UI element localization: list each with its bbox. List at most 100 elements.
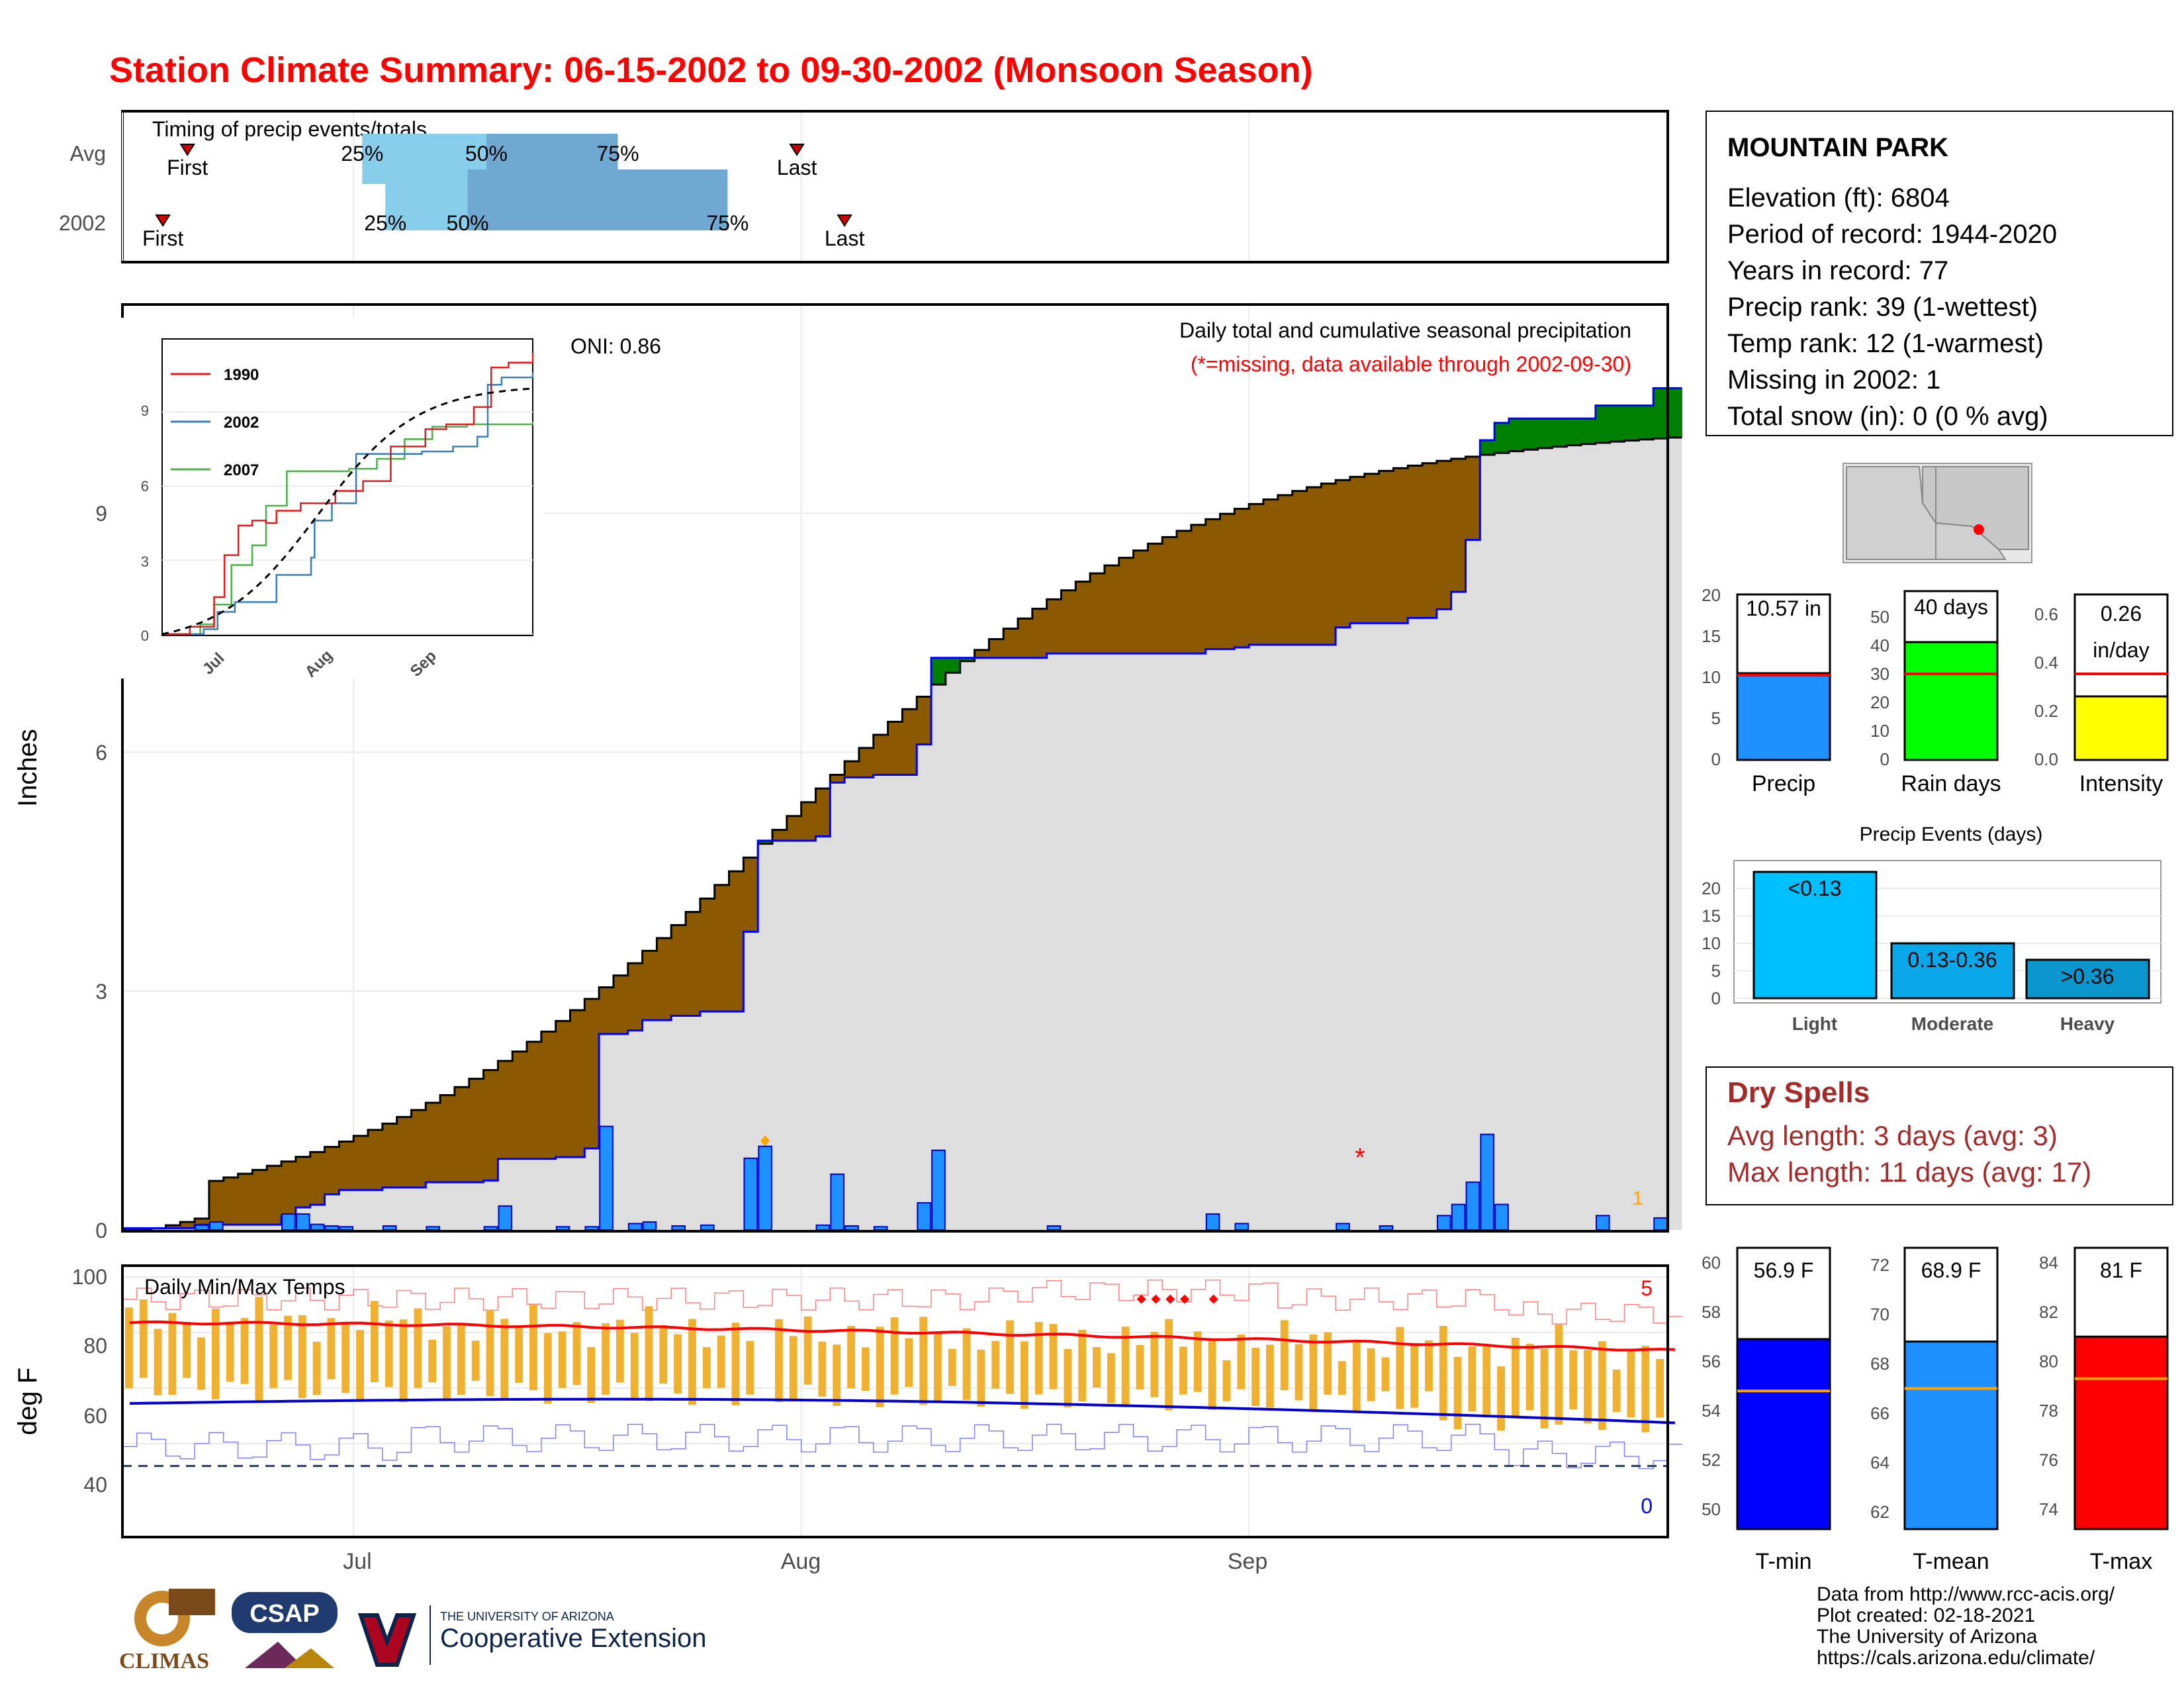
- tmax-ytick: 82: [2039, 1302, 2058, 1322]
- events-bar-label: >0.36: [2061, 964, 2115, 988]
- above-average-area: [1610, 405, 1625, 442]
- x-axis-tick-aug: Aug: [781, 1549, 821, 1574]
- below-average-area: [267, 1166, 282, 1225]
- daily-precip-bar: [195, 1224, 209, 1231]
- below-average-area: [1220, 514, 1235, 649]
- average-max-line: [129, 1320, 1675, 1352]
- below-average-area: [714, 884, 730, 1011]
- below-average-area: [801, 802, 816, 841]
- daily-precip-bar: [1046, 1225, 1062, 1231]
- below-average-area: [512, 1051, 527, 1159]
- daily-precip-bar: [642, 1221, 657, 1231]
- intensity-ytick: 0.4: [2034, 653, 2058, 673]
- daily-temp-range-bar: [1309, 1334, 1318, 1412]
- daily-precip-bar: [426, 1226, 441, 1231]
- daily-temp-range-bar: [529, 1304, 537, 1391]
- station-line: Years in record: 77: [1727, 256, 1948, 285]
- timing-marker-icon: [155, 214, 171, 227]
- events-bar-light: [1752, 870, 1878, 1000]
- daily-temp-range-bar: [255, 1297, 263, 1401]
- timing-percentile-label: 25%: [364, 211, 406, 235]
- intensity-label: Intensity: [2079, 771, 2163, 796]
- below-average-area: [1177, 530, 1192, 654]
- daily-precip-bar: [281, 1213, 296, 1231]
- below-average-area: [1336, 480, 1351, 628]
- daily-precip-bar: [1465, 1181, 1480, 1231]
- daily-temp-range-bar: [1497, 1366, 1505, 1431]
- raindays-ytick: 40: [1870, 635, 1889, 655]
- below-average-area: [1422, 463, 1437, 618]
- above-average-area: [1653, 388, 1668, 439]
- below-average-area: [700, 898, 715, 1011]
- events-bar-label: <0.13: [1788, 876, 1842, 900]
- intensity-ytick: 0.0: [2034, 749, 2058, 769]
- daily-temp-range-bar: [443, 1326, 451, 1401]
- daily-precip-bar: [873, 1226, 888, 1231]
- below-average-area: [195, 1218, 210, 1225]
- below-average-area: [729, 871, 744, 1011]
- below-average-area: [324, 1147, 340, 1195]
- above-average-area: [1480, 440, 1495, 455]
- daily-precip-bar: [209, 1221, 224, 1231]
- timing-last-label: Last: [825, 226, 865, 250]
- below-average-area: [989, 639, 1004, 658]
- timing-percentile-label: 75%: [596, 142, 639, 165]
- daily-precip-bar: [844, 1225, 859, 1231]
- below-average-area: [1306, 487, 1322, 645]
- raindays-value: 40 days: [1914, 595, 1988, 619]
- below-average-area: [1075, 581, 1091, 654]
- tmean-label: T-mean: [1913, 1549, 1989, 1574]
- timing-panel: Timing of precip events/totals Avg 2002 …: [59, 106, 1702, 271]
- university-of-arizona-logo: THE UNIVERSITY OF ARIZONA Cooperative Ex…: [357, 1605, 706, 1667]
- daily-temp-range-bar: [486, 1310, 494, 1397]
- daily-temp-range-bar: [1078, 1329, 1087, 1401]
- above-average-area: [1668, 388, 1682, 438]
- timing-percentile-label: 50%: [465, 142, 508, 165]
- daily-temp-range-bar: [717, 1335, 725, 1388]
- inset-ytick: 9: [141, 402, 149, 419]
- daily-temp-range-bar: [1150, 1331, 1159, 1397]
- below-average-area: [613, 975, 629, 1035]
- daily-temp-range-bar: [183, 1321, 191, 1378]
- daily-temp-range-bar: [1265, 1344, 1274, 1408]
- daily-temp-range-bar: [702, 1347, 711, 1388]
- timing-bar-25-50: [385, 169, 468, 230]
- daily-precip-bar: [324, 1225, 340, 1231]
- raindays-bar: [1903, 641, 1999, 761]
- dry-spells-box: Dry Spells Avg length: 3 days (avg: 3) M…: [1706, 1066, 2173, 1205]
- events-bar-heavy: [2025, 959, 2150, 1000]
- temps-ytick: 80: [83, 1334, 107, 1358]
- daily-temp-range-bar: [991, 1340, 1000, 1389]
- precip-ytick: 5: [1711, 708, 1721, 728]
- daily-temp-range-bar: [1136, 1344, 1144, 1389]
- tmin-ytick: 54: [1702, 1401, 1721, 1421]
- daily-temp-range-bar: [818, 1341, 827, 1397]
- tmin-bar: [1736, 1338, 1831, 1530]
- temps-ytick: 100: [72, 1265, 107, 1289]
- daily-precip-bar: [700, 1224, 715, 1231]
- temperature-panel: Daily Min/Max Temps 5 0 deg F 40 60 80 1…: [13, 1264, 1682, 1574]
- daily-temp-range-bar: [1165, 1319, 1173, 1411]
- timing-clip: [1669, 106, 1702, 271]
- below-average-area: [555, 1021, 570, 1157]
- tmax-value: 81 F: [2100, 1258, 2142, 1282]
- below-average-area: [165, 1225, 181, 1229]
- daily-precip-bar: [295, 1213, 310, 1231]
- daily-temp-range-bar: [1656, 1359, 1664, 1418]
- tmax-bar: [2073, 1335, 2169, 1530]
- daily-temp-range-bar: [1006, 1320, 1014, 1394]
- daily-temp-range-bar: [1222, 1360, 1231, 1401]
- tmean-ytick: 72: [1870, 1255, 1889, 1275]
- tmin-ytick: 56: [1702, 1351, 1721, 1371]
- daily-precip-bar: [830, 1173, 845, 1231]
- daily-temp-range-bar: [154, 1329, 162, 1395]
- raindays-ytick: 10: [1870, 721, 1889, 741]
- dry-max: Max length: 11 days (avg: 17): [1727, 1156, 2091, 1188]
- above-average-area: [931, 657, 946, 685]
- below-average-area: [858, 747, 874, 778]
- daily-temp-range-bar: [919, 1317, 928, 1405]
- raindays-ytick: 20: [1870, 692, 1889, 712]
- footer: CLIMAS CSAP THE UNIVERSITY OF ARIZONA Co…: [119, 1583, 2115, 1673]
- daily-precip-bar: [1205, 1213, 1220, 1231]
